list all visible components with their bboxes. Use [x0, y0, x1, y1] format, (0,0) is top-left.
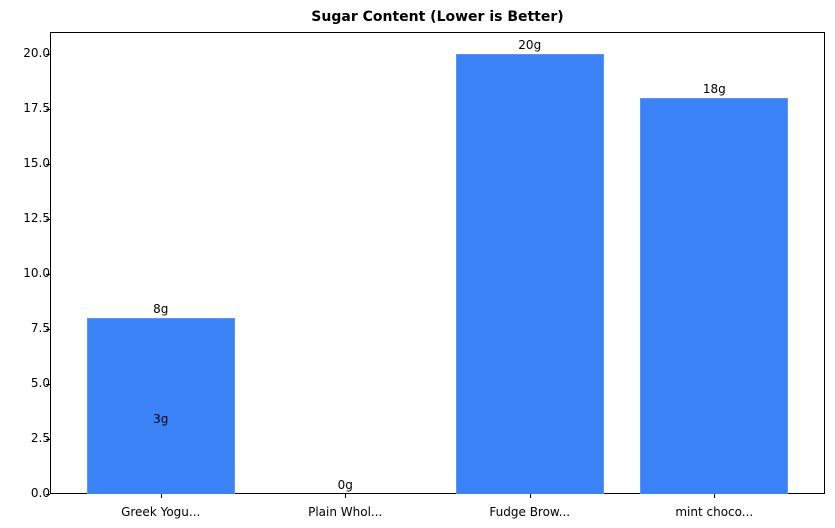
x-tick-mark — [345, 494, 347, 498]
y-tick-label: 5.0 — [30, 376, 50, 390]
x-tick-label: Greek Yogu... — [121, 505, 201, 519]
x-tick-label: mint choco... — [675, 505, 754, 519]
y-tick-mark — [46, 164, 50, 165]
y-tick-label: 15.0 — [23, 156, 50, 170]
y-tick-mark — [46, 439, 50, 440]
y-tick-mark — [46, 54, 50, 55]
y-tick-label: 17.5 — [23, 101, 50, 115]
y-tick-mark — [46, 494, 50, 495]
y-tick-mark — [46, 384, 50, 385]
y-tick-label: 2.5 — [30, 431, 50, 445]
chart-title: Sugar Content (Lower is Better) — [311, 9, 564, 25]
bar-value-label: 0g — [337, 478, 353, 492]
x-tick-label: Fudge Brow... — [489, 505, 571, 519]
bar — [86, 318, 235, 494]
x-tick-mark — [529, 494, 531, 498]
x-tick-mark — [160, 494, 162, 498]
bar-value-label: 8g — [153, 302, 169, 316]
y-tick-mark — [46, 329, 50, 330]
bar-value-label: 18g — [702, 82, 726, 96]
y-tick-label: 20.0 — [23, 46, 50, 60]
y-tick-mark — [46, 274, 50, 275]
bar — [640, 98, 789, 494]
x-tick-label: Plain Whol... — [308, 505, 383, 519]
plot-area — [50, 32, 825, 494]
y-tick-label: 7.5 — [30, 321, 50, 335]
bar — [455, 54, 604, 494]
y-tick-label: 12.5 — [23, 211, 50, 225]
y-tick-mark — [46, 109, 50, 110]
bar-value-label: 20g — [518, 38, 542, 52]
y-tick-label: 0.0 — [30, 486, 50, 500]
y-tick-label: 10.0 — [23, 266, 50, 280]
bar-annotation: 3g — [153, 412, 169, 426]
y-tick-mark — [46, 219, 50, 220]
x-tick-mark — [714, 494, 716, 498]
